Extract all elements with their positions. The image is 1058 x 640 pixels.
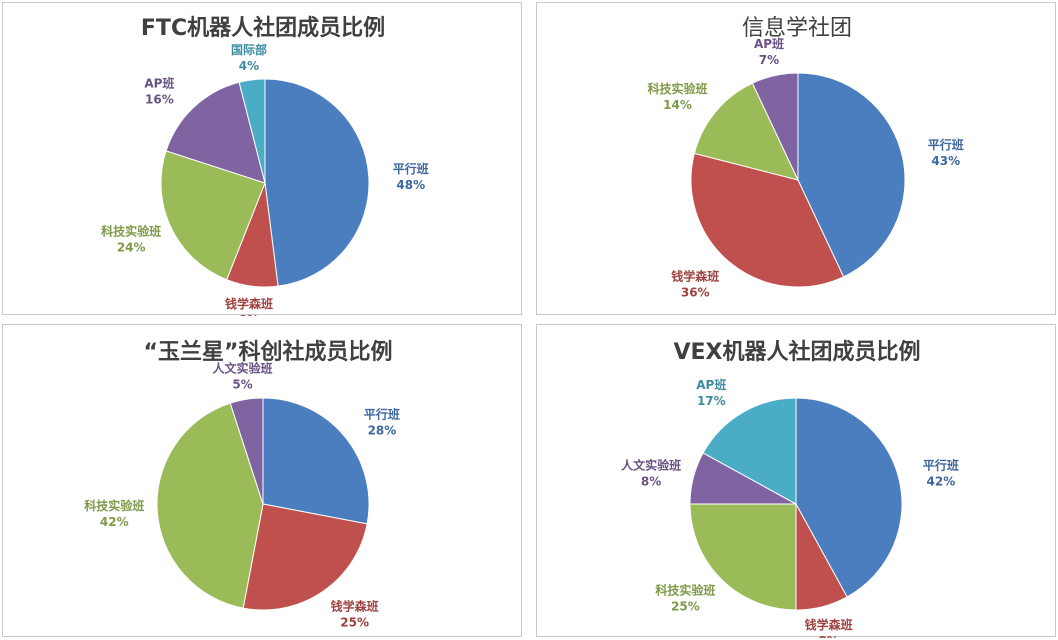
pie-slices — [690, 72, 906, 288]
pie-chart-informatics: 信息学社团 平行班 43% 钱学森班 36% 科技实验班 14% AP班 7% — [648, 16, 964, 299]
slice-percent: 24% — [117, 240, 146, 254]
pie-slices — [689, 397, 903, 611]
pie-slice — [242, 503, 368, 611]
pie-labels: 平行班 43% 钱学森班 36% 科技实验班 14% AP班 7% — [648, 36, 964, 299]
slice-percent: 7% — [759, 53, 779, 67]
pie-slice — [690, 152, 845, 288]
chart-title: VEX机器人社团成员比例 — [673, 339, 920, 365]
slice-percent: 16% — [145, 93, 174, 107]
pie-slice — [238, 78, 266, 184]
slice-label: 人文实验班 — [621, 457, 681, 472]
slice-percent: 28% — [368, 423, 397, 437]
pie-slice — [689, 503, 797, 611]
slice-label: 钱学森班 — [805, 617, 853, 632]
slice-label: 科技实验班 — [101, 223, 161, 238]
pie-slice — [751, 72, 799, 181]
slice-percent: 8% — [239, 313, 259, 316]
pie-chart-vex: VEX机器人社团成员比例 平行班 42% 钱学森班 8% 科技实验班 25% 人文实验班 8%… — [621, 339, 959, 638]
pie-slices — [160, 78, 370, 288]
pie-chart-yulanxing: “玉兰星”科创社成员比例 平行班 28% 钱学森班 25% 科技实验班 42% 人文实验班 5… — [84, 339, 400, 630]
slice-label: AP班 — [754, 36, 784, 51]
slice-percent: 36% — [681, 285, 710, 299]
pie-labels: 平行班 28% 钱学森班 25% 科技实验班 42% 人文实验班 5% — [84, 361, 400, 630]
slice-percent: 48% — [396, 178, 425, 192]
slice-label: 平行班 — [364, 406, 400, 421]
pie-labels: 平行班 48% 钱学森班 8% 科技实验班 24% AP班 16% 国际部 4% — [101, 42, 429, 316]
slice-label: 平行班 — [928, 137, 964, 152]
slice-label: 钱学森班 — [331, 598, 379, 613]
slice-percent: 42% — [100, 515, 129, 529]
slice-label: 平行班 — [393, 161, 429, 176]
slice-percent: 25% — [340, 615, 369, 629]
pie-slice — [264, 78, 370, 287]
slice-percent: 17% — [697, 394, 726, 408]
slice-percent: 5% — [232, 378, 252, 392]
pie-slice — [693, 82, 799, 181]
slice-label: 科技实验班 — [84, 498, 144, 513]
pie-slice — [797, 72, 906, 278]
pie-slice — [229, 397, 264, 505]
slice-percent: 14% — [663, 98, 692, 112]
slice-label: 科技实验班 — [648, 81, 708, 96]
slice-percent: 8% — [641, 474, 661, 488]
slice-percent: 8% — [818, 634, 838, 638]
pie-labels: 平行班 42% 钱学森班 8% 科技实验班 25% 人文实验班 8% AP班 17% — [621, 377, 959, 638]
slice-percent: 25% — [671, 600, 700, 614]
chart-panel-vex: VEX机器人社团成员比例 平行班 42% 钱学森班 8% 科技实验班 25% 人文实验班 8%… — [536, 324, 1056, 638]
chart-panel-yulanxing: “玉兰星”科创社成员比例 平行班 28% 钱学森班 25% 科技实验班 42% 人文实验班 5… — [2, 324, 522, 637]
chart-title: “玉兰星”科创社成员比例 — [144, 339, 393, 365]
pie-slice — [160, 150, 266, 281]
slice-label: 科技实验班 — [655, 583, 715, 598]
slice-percent: 4% — [239, 59, 259, 73]
pie-slice — [165, 81, 266, 184]
pie-slices — [156, 397, 370, 611]
pie-slice — [795, 397, 903, 598]
chart-title: 信息学社团 — [742, 16, 852, 41]
slice-percent: 42% — [927, 474, 956, 488]
slice-label: 平行班 — [923, 457, 959, 472]
pie-slice — [156, 402, 264, 609]
pie-chart-ftc: FTC机器人社团成员比例 平行班 48% 钱学森班 8% 科技实验班 24% AP班 16% 国… — [101, 15, 429, 316]
slice-label: 国际部 — [231, 42, 267, 57]
slice-label: AP班 — [144, 76, 174, 91]
chart-title: FTC机器人社团成员比例 — [141, 15, 385, 41]
chart-panel-ftc: FTC机器人社团成员比例 平行班 48% 钱学森班 8% 科技实验班 24% AP班 16% 国… — [2, 2, 522, 316]
slice-label: AP班 — [696, 377, 726, 392]
pie-slice — [262, 397, 370, 525]
slice-percent: 43% — [931, 154, 960, 168]
chart-panel-informatics: 信息学社团 平行班 43% 钱学森班 36% 科技实验班 14% AP班 7% — [536, 2, 1056, 315]
slice-label: 人文实验班 — [212, 361, 272, 376]
slice-label: 钱学森班 — [671, 268, 719, 283]
pie-slice — [702, 397, 797, 505]
slice-label: 钱学森班 — [225, 296, 273, 311]
